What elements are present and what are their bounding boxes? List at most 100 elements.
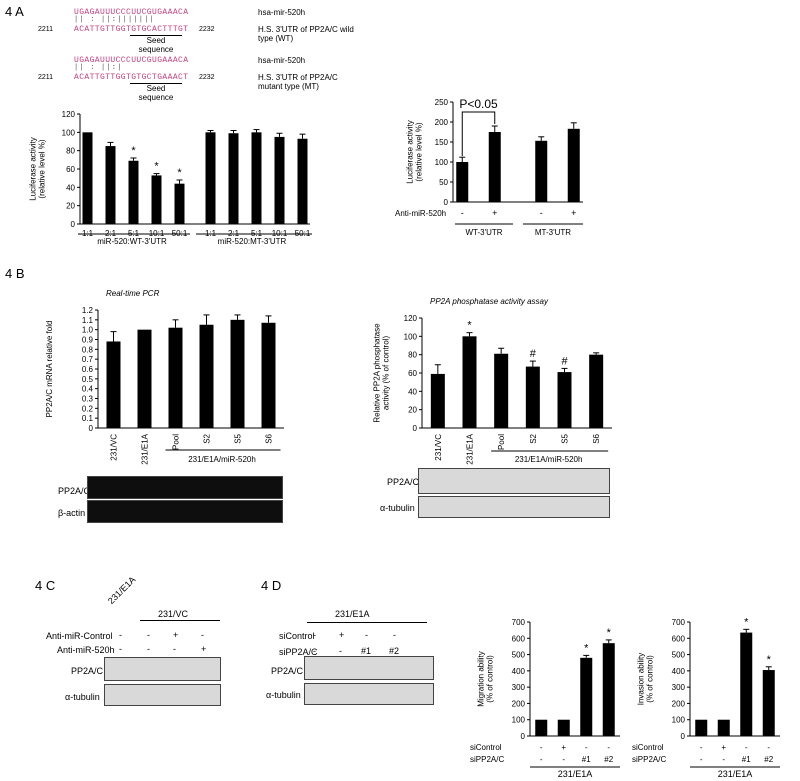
panel-label-4b: 4 B: [5, 266, 25, 281]
row-value: #2: [764, 755, 773, 764]
realtime-pcr-chart: 00.10.20.30.40.50.60.70.80.91.01.11.2 PP2…: [45, 289, 284, 465]
row-value: -: [540, 755, 543, 764]
group-label: miR-520:WT-3'UTR: [97, 237, 167, 246]
group-label-4d: 231/E1A: [335, 609, 370, 619]
panel-label-4d: 4 D: [261, 578, 282, 593]
sign: +: [339, 630, 345, 640]
bar: [602, 643, 615, 736]
bar: [151, 175, 162, 224]
y-axis-label: Relative PP2A phosphataseactivity (% of …: [373, 323, 391, 423]
y-tick-label: 80: [408, 351, 417, 360]
pcr-gel-pp2a: [87, 476, 283, 499]
y-tick-label: 100: [512, 716, 526, 725]
bar: [589, 354, 604, 428]
y-tick-label: 600: [512, 634, 526, 643]
row-value: #1: [742, 755, 751, 764]
bar: [488, 132, 501, 202]
y-tick-label: 0.6: [82, 365, 94, 374]
x-tick-label: Pool: [497, 434, 506, 450]
row-value: -: [607, 743, 610, 752]
bar: [205, 132, 216, 224]
bar: [137, 329, 152, 428]
bar: [695, 719, 708, 736]
x-tick-label: +: [571, 208, 576, 218]
sign: -: [313, 630, 316, 640]
significance-mark: *: [584, 642, 589, 654]
y-tick-label: 60: [408, 369, 417, 378]
row-label: siControl: [470, 743, 502, 752]
x-tick-label: S2: [529, 433, 538, 443]
y-tick-label: 50: [439, 178, 448, 187]
seed-label: Seed sequence: [138, 36, 174, 54]
pcr-gel-actin: [87, 500, 283, 523]
bar: [168, 327, 183, 428]
y-tick-label: 300: [512, 683, 526, 692]
seed-bar: [130, 35, 182, 36]
bar: [82, 132, 93, 224]
utr-end-number: 2232: [199, 74, 215, 81]
row-value: -: [562, 755, 565, 764]
y-tick-label: 200: [512, 699, 526, 708]
bar: [174, 183, 185, 224]
bar: [717, 719, 730, 736]
luciferase-mir-ratio-chart: 0 20 40 60 80 100 120 Luciferase activity(relat…: [29, 110, 312, 246]
x-tick-label: -: [461, 208, 464, 218]
y-tick-label: 100: [404, 332, 418, 341]
y-tick-label: 250: [435, 98, 449, 107]
utr-name: H.S. 3'UTR of PP2A/C wild type (WT): [258, 25, 354, 43]
sign: #1: [361, 646, 372, 656]
x-tick-label: +: [492, 208, 497, 218]
panel-label-4c: 4 C: [35, 578, 56, 593]
western-blot-tubulin-4c: [104, 684, 221, 706]
y-tick-label: 0: [89, 424, 94, 433]
utr-start-number: 2211: [38, 74, 54, 81]
bar: [456, 162, 469, 202]
y-tick-label: 150: [435, 138, 449, 147]
sign: +: [173, 630, 179, 640]
pairing-lines: || : ||:|: [74, 64, 123, 72]
row-value: #2: [604, 755, 613, 764]
sign: -: [201, 630, 204, 640]
bar: [128, 160, 139, 224]
x-tick-label: S6: [592, 433, 601, 443]
group-label: 231/E1A/miR-520h: [188, 455, 256, 464]
y-tick-label: 0: [71, 220, 76, 229]
western-blot-pp2a-4c: [104, 657, 221, 681]
western-blot-tubulin-4d: [304, 683, 434, 705]
row-label-anti-mir-control: Anti-miR-Control: [46, 631, 113, 641]
sign: -: [393, 630, 396, 640]
mir-name: hsa-mir-520h: [258, 8, 306, 17]
x-tick-label: S5: [234, 433, 243, 443]
sequence-alignment-mt: UGAGAUUUCCCUUCGUGAAACA hsa-mir-520h || :…: [38, 56, 358, 102]
y-tick-label: 400: [672, 667, 686, 676]
sign: #2: [389, 646, 400, 656]
row-value: -: [745, 743, 748, 752]
row-value: #1: [582, 755, 591, 764]
bar: [567, 128, 580, 202]
y-tick-label: 300: [672, 683, 686, 692]
y-axis-label: Luciferase activity(relative level %): [29, 137, 47, 201]
lane-label-e1a: 231/E1A: [105, 574, 138, 606]
y-tick-label: 100: [435, 158, 449, 167]
bar: [762, 670, 775, 736]
y-tick-label: 200: [672, 699, 686, 708]
panel-label-4a: 4 A: [5, 4, 24, 19]
y-tick-label: 600: [672, 634, 686, 643]
y-axis-label: Migration ability(% of control): [477, 651, 495, 707]
blot-label-tubulin-4d: α-tubulin: [266, 690, 301, 700]
y-axis-label: Invasion ability(% of control): [637, 653, 655, 705]
group-label: 231/E1A/miR-520h: [515, 455, 583, 464]
y-tick-label: 500: [672, 651, 686, 660]
y-tick-label: 20: [66, 202, 75, 211]
mir-sequence: UGAGAUUUCCCUUCGUGAAACA: [74, 56, 189, 65]
row-value: +: [561, 743, 566, 752]
group-label: 231/E1A: [558, 769, 593, 779]
group-label: 231/E1A: [718, 769, 753, 779]
bar: [297, 138, 308, 224]
western-blot-pp2a: [418, 468, 610, 494]
x-tick-label: S2: [203, 433, 212, 443]
y-tick-label: 60: [66, 165, 75, 174]
bar: [494, 353, 509, 428]
blot-label-pp2a: PP2A/C: [58, 486, 91, 496]
bar: [251, 132, 262, 224]
